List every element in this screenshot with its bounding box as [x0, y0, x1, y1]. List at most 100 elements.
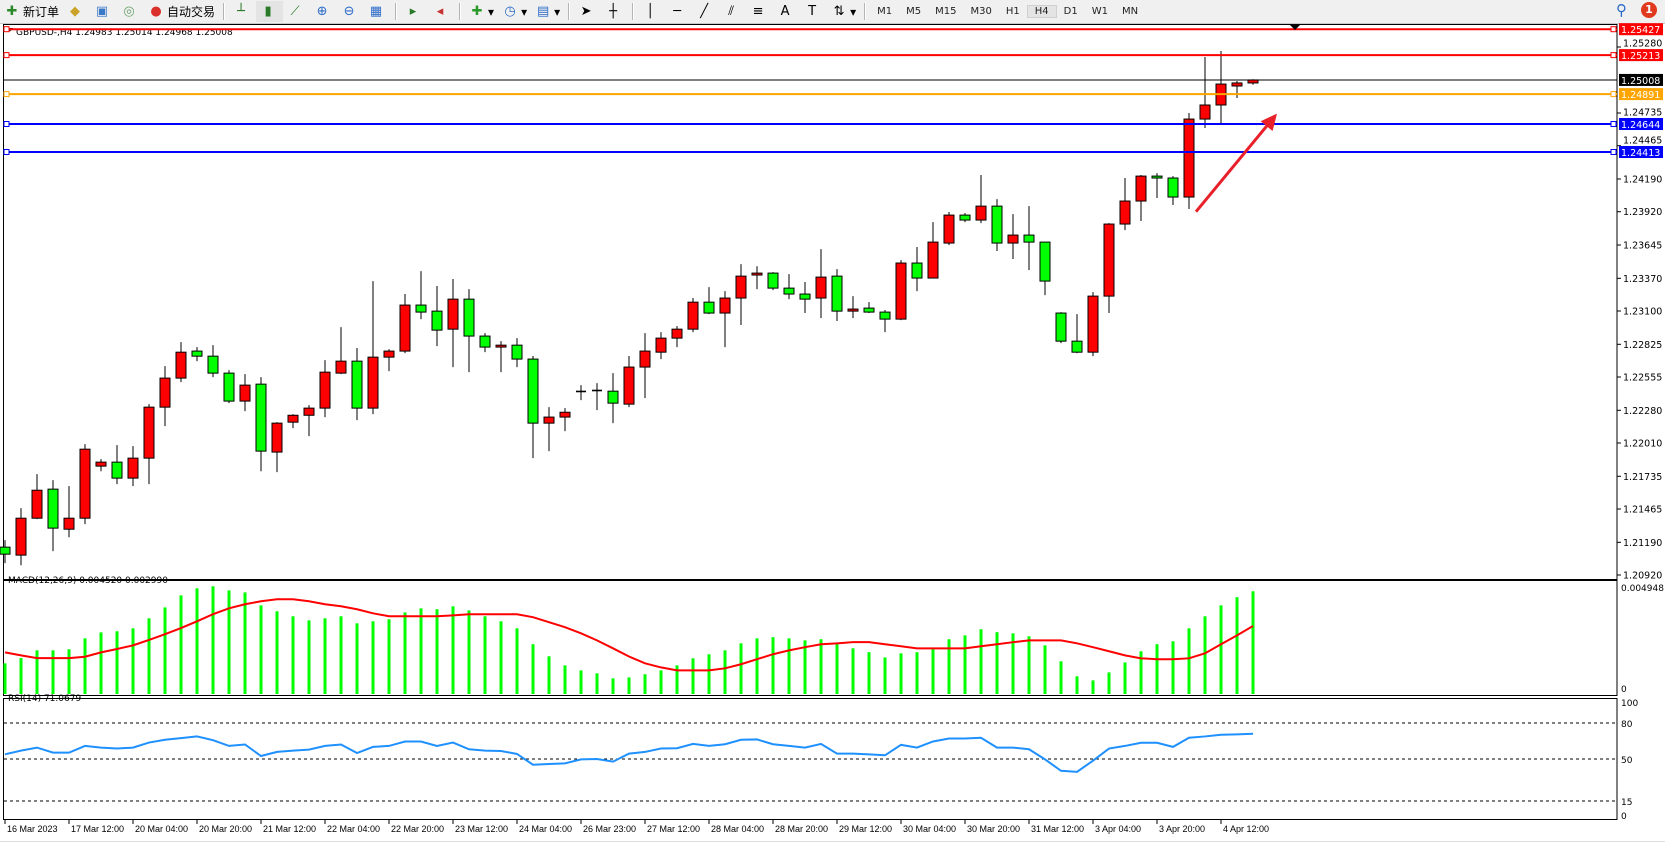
- macd-bar: [851, 648, 855, 694]
- price-tick-label: 1.23370: [1623, 274, 1662, 285]
- auto-scroll-button[interactable]: ▸: [401, 1, 428, 22]
- macd-bar: [707, 654, 711, 694]
- candlestick-button[interactable]: ▮: [256, 1, 284, 22]
- candle-body: [1199, 104, 1211, 120]
- macd-bar: [1171, 641, 1175, 694]
- equidistant-channel-button[interactable]: ⫽: [719, 1, 746, 22]
- timeframe-h1[interactable]: H1: [1005, 6, 1020, 17]
- line-anchor-right: [1610, 121, 1617, 128]
- macd-bar: [403, 612, 407, 694]
- macd-bar: [499, 621, 503, 694]
- candle-doji: [576, 390, 586, 393]
- fibonacci-button[interactable]: ≡: [746, 1, 773, 22]
- candle: [271, 422, 283, 473]
- candle: [655, 332, 667, 360]
- time-label: 4 Apr 12:00: [1223, 824, 1269, 834]
- time-label: 20 Mar 20:00: [199, 824, 252, 834]
- vertical-line-button[interactable]: │: [638, 1, 665, 22]
- chart-window[interactable]: GBPUSD-,H4 1.24983 1.25014 1.24968 1.250…: [0, 23, 1665, 842]
- timeframe-m15[interactable]: M15: [935, 6, 957, 17]
- candle: [1151, 173, 1163, 199]
- notification-badge[interactable]: 1: [1641, 2, 1657, 18]
- macd-bar: [115, 631, 119, 694]
- templates-button[interactable]: ▤ ▾: [531, 1, 564, 22]
- arrows-button[interactable]: ⇅ ▾: [827, 1, 860, 22]
- candle-body: [735, 275, 747, 299]
- timeframe-d1[interactable]: D1: [1063, 6, 1078, 17]
- macd-bar: [787, 638, 791, 694]
- timeframe-w1[interactable]: W1: [1091, 6, 1108, 17]
- indicators-button[interactable]: ✚ ▾: [465, 1, 498, 22]
- time-label: 22 Mar 04:00: [327, 824, 380, 834]
- candle-body: [751, 272, 763, 276]
- macd-bar: [355, 623, 359, 694]
- navigator-button[interactable]: ▣: [90, 1, 117, 22]
- candle-body: [943, 214, 955, 244]
- zoom-out-button[interactable]: ⊖: [337, 1, 364, 22]
- new-order-button[interactable]: ✚ 新订单: [0, 1, 63, 22]
- tile-windows-button[interactable]: ▦: [364, 1, 391, 22]
- signals-button[interactable]: ◎: [117, 1, 144, 22]
- macd-bar: [227, 590, 231, 694]
- line-anchor-left: [3, 121, 10, 128]
- candle-body: [879, 311, 891, 320]
- candle-body: [719, 297, 731, 314]
- chart-shift-icon: ◂: [436, 3, 444, 19]
- price-label-box: [1619, 88, 1663, 101]
- timeframe-m1[interactable]: M1: [877, 6, 893, 17]
- zoom-in-icon: ⊕: [316, 3, 328, 19]
- timeframe-m5[interactable]: M5: [906, 6, 922, 17]
- macd-bar: [419, 608, 423, 694]
- bar-chart-button[interactable]: ┴: [229, 1, 256, 22]
- candle: [592, 383, 602, 411]
- timeframe-mn[interactable]: MN: [1121, 6, 1139, 17]
- candle: [287, 414, 299, 429]
- macd-bar: [1075, 676, 1079, 694]
- candle-body: [1151, 175, 1163, 179]
- candle: [303, 405, 315, 437]
- horizontal-line-button[interactable]: ─: [665, 1, 692, 22]
- time-label: 29 Mar 12:00: [839, 824, 892, 834]
- timeframe-m30[interactable]: M30: [970, 6, 992, 17]
- candle: [751, 266, 763, 290]
- candle: [831, 269, 843, 322]
- candle-body: [1023, 234, 1035, 243]
- cursor-button[interactable]: ➤: [574, 1, 601, 22]
- timeframe-h4[interactable]: H4: [1026, 5, 1057, 18]
- timeframe-bar: M1 M5 M15 M30 H1 H4 D1 W1 MN: [870, 5, 1145, 18]
- crosshair-button[interactable]: ┼: [601, 1, 628, 22]
- candle: [1167, 176, 1179, 206]
- candle-body: [671, 328, 683, 339]
- macd-bar: [979, 629, 983, 694]
- chart-shift-button[interactable]: ◂: [428, 1, 455, 22]
- candle: [1007, 214, 1019, 260]
- macd-bar: [1027, 636, 1031, 694]
- time-label: 30 Mar 04:00: [903, 824, 956, 834]
- time-label: 16 Mar 2023: [7, 824, 58, 834]
- vertical-line-icon: │: [646, 3, 655, 19]
- candle-body: [655, 337, 667, 353]
- periods-button[interactable]: ◷ ▾: [498, 1, 531, 22]
- search-icon[interactable]: ⚲: [1616, 1, 1627, 19]
- trendline-button[interactable]: ╱: [692, 1, 719, 22]
- text-button[interactable]: A: [773, 1, 800, 22]
- macd-bar: [659, 670, 663, 694]
- text-label-button[interactable]: T: [800, 1, 827, 22]
- chevron-down-icon: ▾: [521, 4, 528, 19]
- rsi-axis-label: 80: [1621, 720, 1633, 730]
- candle: [543, 407, 555, 452]
- macd-bar: [3, 663, 7, 694]
- indicators-icon: ✚: [471, 3, 483, 19]
- price-tick-label: 1.25280: [1623, 39, 1662, 50]
- market-watch-button[interactable]: ◆: [63, 1, 90, 22]
- candle: [95, 459, 107, 472]
- line-chart-button[interactable]: ⟋: [283, 1, 310, 22]
- candle: [527, 356, 539, 459]
- zoom-in-button[interactable]: ⊕: [310, 1, 337, 22]
- candle: [447, 279, 459, 368]
- auto-trading-button[interactable]: ● 自动交易: [144, 1, 219, 22]
- macd-bar: [1059, 661, 1063, 694]
- line-anchor-left: [3, 91, 10, 98]
- candle-body: [207, 355, 219, 374]
- line-anchor-left: [3, 52, 10, 59]
